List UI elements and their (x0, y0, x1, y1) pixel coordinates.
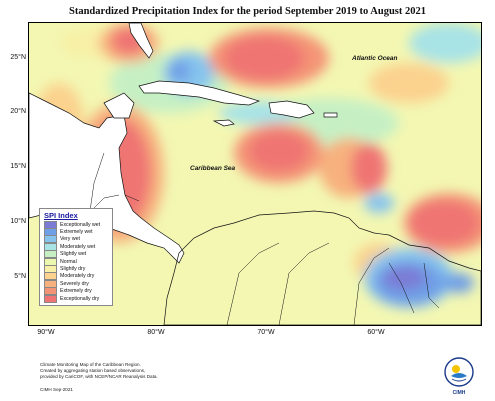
legend-label: Moderately wet (60, 243, 96, 250)
map-title: Standardized Precipitation Index for the… (68, 6, 426, 17)
legend-label: Moderately dry (60, 273, 95, 280)
lon-label-80w: 80°W (147, 329, 165, 336)
legend-items: Exceptionally wet Extremely wet Very wet Mo… (40, 220, 112, 303)
legend-label: Very wet (60, 236, 80, 243)
legend-label: Slightly dry (60, 266, 86, 273)
credits-line-1: Climate Monitoring Map of the Caribbean … (40, 362, 141, 367)
legend-label: Slightly wet (60, 251, 87, 258)
lon-label-70w: 70°W (257, 329, 275, 336)
lon-label-90w: 90°W (37, 329, 55, 336)
lat-label-25n: 25°N (10, 54, 26, 61)
legend-label: Severely dry (60, 280, 89, 287)
legend-label: Normal (60, 258, 77, 265)
credits-line-2: Created by aggregating station based obs… (40, 368, 146, 373)
lat-label-10n: 10°N (10, 218, 26, 225)
cimh-logo: CIMH (443, 356, 475, 396)
logo-text: CIMH (453, 390, 466, 396)
atlantic-ocean-label: Atlantic Ocean (352, 55, 398, 62)
legend-label: Exceptionally dry (60, 295, 100, 302)
lat-label-20n: 20°N (10, 108, 26, 115)
caribbean-sea-label: Caribbean Sea (190, 165, 236, 172)
spi-legend: SPI Index Exceptionally wet Extremely wet… (39, 208, 113, 306)
land-outlines (29, 23, 481, 325)
lon-label-60w: 60°W (367, 329, 385, 336)
lat-label-15n: 15°N (10, 163, 26, 170)
legend-swatch (44, 294, 57, 303)
legend-item: Exceptionally dry (44, 294, 112, 303)
legend-label: Extremely wet (60, 229, 93, 236)
lat-label-5n: 5°N (14, 273, 26, 280)
map-credits: Climate Monitoring Map of the Caribbean … (40, 362, 260, 393)
legend-title: SPI Index (44, 211, 78, 220)
legend-label: Exceptionally wet (60, 221, 101, 228)
credits-date: CIMH Sep-2021 (40, 387, 73, 392)
legend-label: Extremely dry (60, 288, 92, 295)
credits-line-3: provided by CariCOF, with NCEP/NCAR Rean… (40, 374, 158, 379)
